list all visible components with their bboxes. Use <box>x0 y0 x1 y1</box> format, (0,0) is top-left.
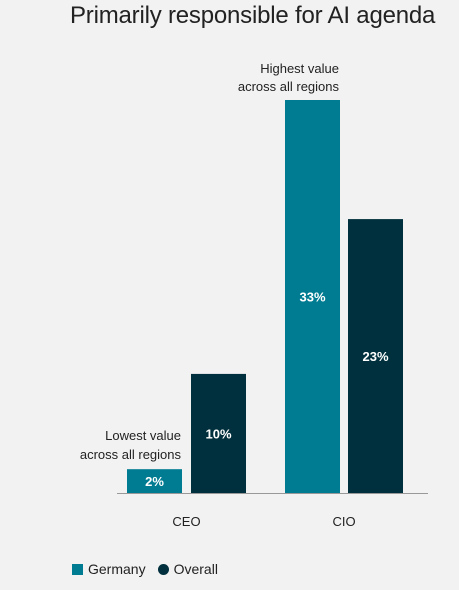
legend-label-germany: Germany <box>88 561 146 577</box>
annotation-highest-value: Highest value across all regions <box>238 61 340 94</box>
bar-germany-ceo <box>127 469 182 493</box>
annotation-lowest-line-1: Lowest value <box>105 428 181 443</box>
legend-swatch-overall <box>157 563 169 575</box>
bar-overall-ceo <box>191 373 246 493</box>
bar-overall-cio <box>348 219 403 493</box>
legend-item-overall: Overall <box>157 561 218 577</box>
data-label-overall-ceo: 10% <box>205 426 231 441</box>
data-label-germany-ceo: 2% <box>145 474 164 489</box>
x-tick-label-cio: CIO <box>332 514 355 529</box>
annotation-highest-line-1: Highest value <box>260 61 339 76</box>
annotation-lowest-line-2: across all regions <box>80 447 182 462</box>
legend-item-germany: Germany <box>72 561 146 577</box>
annotation-lowest-value: Lowest value across all regions <box>80 428 182 462</box>
data-label-germany-cio: 33% <box>299 290 325 305</box>
bar-germany-cio <box>285 100 340 493</box>
legend: Germany Overall <box>72 561 230 577</box>
chart-title: Primarily responsible for AI agenda <box>70 2 436 29</box>
legend-swatch-germany <box>72 563 83 575</box>
data-label-overall-cio: 23% <box>362 349 388 364</box>
x-tick-label-ceo: CEO <box>172 514 200 529</box>
annotation-highest-line-2: across all regions <box>238 79 340 94</box>
legend-label-overall: Overall <box>173 561 218 577</box>
